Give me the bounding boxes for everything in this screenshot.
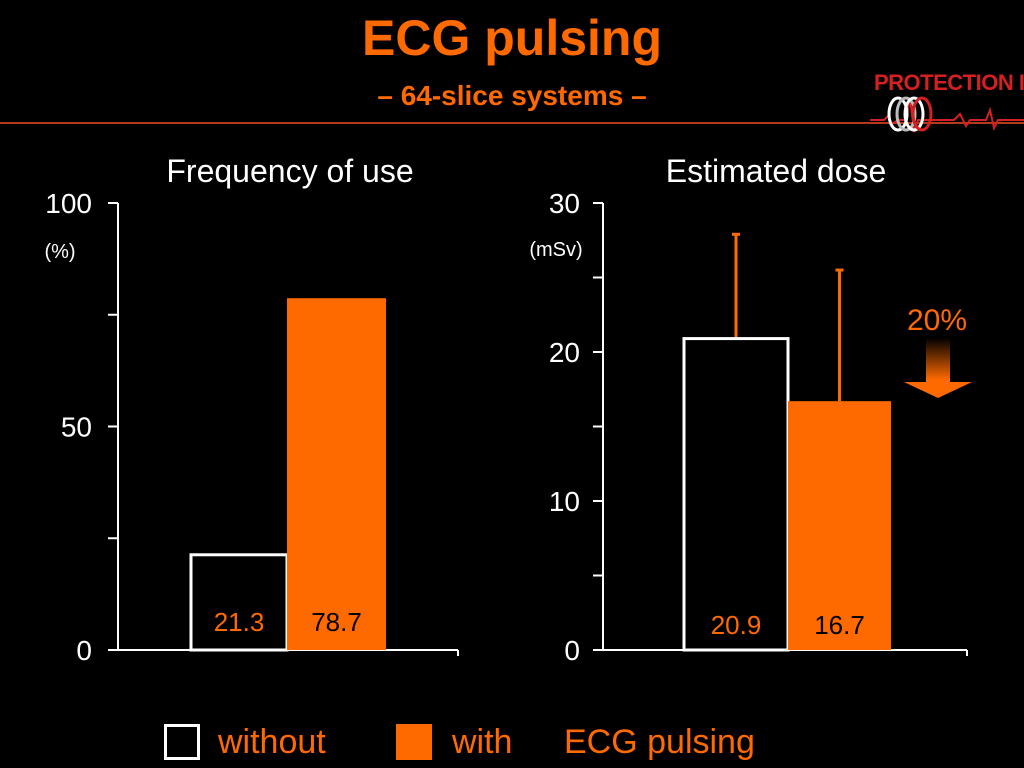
reduction-annotation: 20%	[907, 304, 967, 337]
bar-with-1	[287, 298, 386, 650]
y-tick-label-1: 100	[45, 188, 92, 219]
bar-with-2	[788, 401, 891, 650]
y-tick-label-2: 10	[549, 486, 580, 517]
header-divider	[0, 122, 1024, 124]
y-tick-label-1: 50	[61, 412, 92, 443]
protection-logo-text: PROTECTION I	[874, 70, 1024, 95]
slide-title: ECG pulsing	[362, 10, 662, 66]
y-tick-label-2: 30	[549, 188, 580, 219]
chart-title-2: Estimated dose	[666, 153, 887, 189]
y-axis-label-2: (mSv)	[529, 239, 582, 261]
legend: without with ECG pulsing	[0, 716, 1024, 768]
y-tick-label-2: 0	[564, 635, 580, 666]
value-label-with-1: 78.7	[311, 607, 362, 637]
chart-title-1: Frequency of use	[166, 153, 413, 189]
ecg-heartbeat-logo-icon	[870, 96, 1024, 133]
legend-swatch-with	[396, 724, 432, 760]
bar-without-1	[189, 553, 289, 652]
y-tick-label-1: 0	[76, 635, 92, 666]
legend-label-suffix: ECG pulsing	[564, 723, 755, 761]
value-label-without-2: 20.9	[711, 610, 762, 640]
slide-subtitle: – 64-slice systems –	[377, 80, 647, 111]
y-tick-label-2: 20	[549, 337, 580, 368]
legend-label-with: with	[452, 723, 513, 761]
legend-swatch-without	[164, 724, 200, 760]
y-axis-label-1: (%)	[44, 241, 75, 263]
value-label-with-2: 16.7	[814, 610, 865, 640]
down-arrow-icon	[904, 338, 972, 398]
value-label-without-1: 21.3	[214, 607, 265, 637]
legend-label-without: without	[218, 723, 326, 761]
bar-without-2	[682, 337, 790, 652]
